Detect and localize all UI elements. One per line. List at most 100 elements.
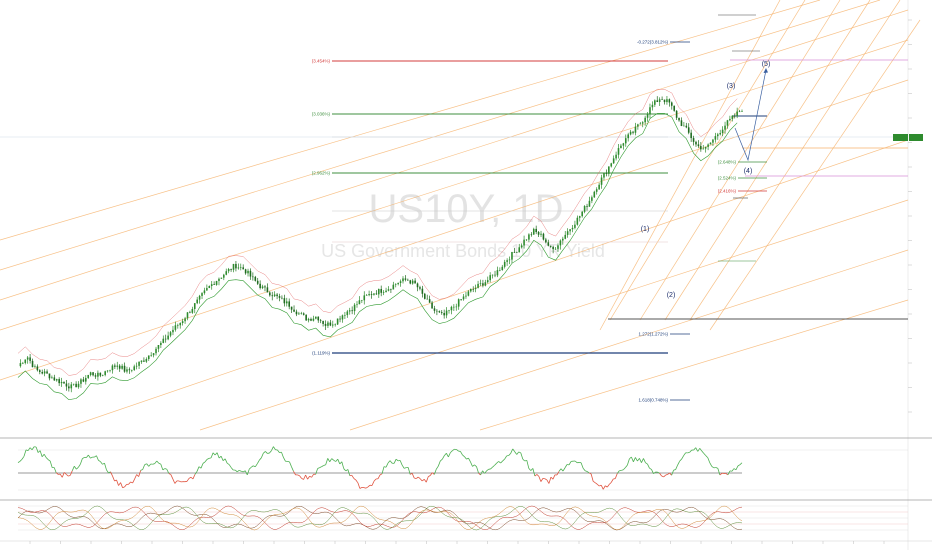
candle-body [600, 177, 603, 185]
osc1-segment [687, 451, 690, 454]
candle-body [266, 287, 269, 293]
osc1-segment [174, 480, 178, 484]
candle-body [593, 191, 596, 198]
osc2-line-3 [17, 505, 743, 531]
candle-body [131, 369, 133, 371]
candle-body [540, 233, 542, 235]
osc1-segment [277, 449, 280, 453]
osc1-segment [136, 474, 139, 477]
candle-body [634, 126, 637, 133]
osc1-segment [703, 453, 707, 456]
candle-body [629, 131, 632, 135]
candle-body [70, 384, 73, 389]
osc1-segment [35, 446, 39, 453]
osc1-segment [307, 475, 310, 480]
osc1-segment [309, 475, 312, 478]
osc1-segment [220, 456, 224, 461]
candle-body [160, 342, 162, 346]
osc1-segment [343, 468, 347, 472]
candle-body [230, 269, 232, 270]
osc1-segment [514, 451, 518, 455]
osc1-segment [399, 460, 403, 466]
osc1-segment [273, 446, 276, 450]
candle-body [242, 267, 244, 270]
osc1-segment [701, 450, 705, 454]
candle-body [82, 379, 85, 382]
candle-body [63, 381, 65, 384]
candle-body [208, 285, 211, 289]
candle-body [249, 270, 252, 277]
candle-body [111, 365, 114, 371]
candle-body [639, 123, 642, 125]
candle-body [414, 280, 416, 284]
channel-line-3 [0, 0, 881, 271]
candle-body [203, 290, 206, 294]
osc1-segment [645, 462, 648, 465]
candle-body [518, 247, 521, 253]
osc1-segment [433, 469, 437, 475]
osc1-segment [667, 472, 670, 475]
osc1-segment [440, 458, 443, 462]
osc1-segment [53, 467, 57, 473]
osc1-segment [709, 462, 713, 467]
candle-body [477, 283, 479, 288]
osc1-segment [293, 471, 296, 476]
osc1-segment [271, 446, 274, 451]
osc1-segment [518, 451, 521, 454]
candle-body [201, 293, 203, 296]
osc1-segment [425, 476, 429, 483]
candle-body [210, 284, 213, 286]
candle-body [729, 118, 731, 121]
candle-body [368, 294, 370, 296]
osc1-segment [206, 458, 210, 460]
candle-body [196, 299, 198, 304]
trailing-stop-lines [17, 88, 738, 401]
candle-body [506, 260, 508, 262]
candle-body [605, 173, 608, 174]
candle-body [624, 138, 627, 144]
candle-body [348, 310, 351, 312]
osc1-segment [319, 466, 322, 468]
candle-body [101, 374, 104, 376]
osc1-segment [71, 466, 75, 471]
osc1-segment [707, 457, 711, 463]
candle-body [390, 289, 392, 290]
candle-body [300, 313, 303, 314]
candle-body [724, 125, 726, 130]
candle-body [31, 360, 34, 368]
osc1-segment [317, 467, 320, 469]
osc1-segment [156, 460, 160, 464]
osc1-segment [484, 470, 487, 474]
candle-body [223, 274, 225, 278]
candle-body [620, 145, 622, 149]
osc1-segment [669, 472, 672, 476]
osc1-segment [532, 468, 536, 477]
candle-body [554, 248, 557, 250]
osc1-segment [492, 464, 495, 468]
osc1-segment [204, 459, 208, 463]
osc1-segment [132, 478, 136, 484]
candle-body [310, 318, 312, 321]
oscillator-pane-1 [17, 446, 908, 491]
osc1-segment [186, 478, 190, 482]
osc1-segment [711, 466, 715, 469]
osc1-segment [641, 458, 644, 463]
candle-body [496, 270, 499, 276]
osc1-segment [241, 470, 244, 473]
candle-body [644, 117, 646, 123]
candle-body [186, 312, 189, 319]
candle-body [281, 297, 283, 299]
candle-body [663, 99, 666, 103]
osc1-segment [212, 452, 216, 456]
oscillator-pane-2 [17, 505, 908, 531]
candle-body [327, 322, 329, 326]
osc1-segment [419, 478, 423, 482]
osc1-segment [254, 463, 258, 468]
candle-body [494, 274, 496, 276]
candle-body [535, 228, 537, 233]
channel-line-6 [59, 139, 909, 431]
candle-body [75, 383, 77, 388]
channel-line-8 [349, 249, 909, 431]
wave-label-1: (1) [641, 226, 650, 233]
